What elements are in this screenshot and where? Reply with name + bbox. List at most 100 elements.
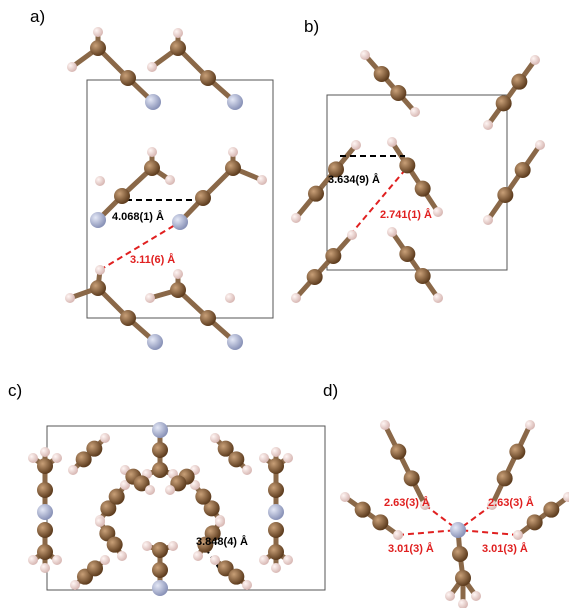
atom xyxy=(228,569,244,585)
atom xyxy=(168,541,178,551)
atom xyxy=(380,420,390,430)
atom xyxy=(170,282,186,298)
atom xyxy=(145,94,161,110)
atom xyxy=(530,55,540,65)
atom xyxy=(307,269,323,285)
atom xyxy=(200,310,216,326)
atom xyxy=(152,542,168,558)
atom xyxy=(227,94,243,110)
atom xyxy=(515,162,531,178)
atom xyxy=(215,517,225,527)
atom xyxy=(165,175,175,185)
atom xyxy=(390,444,406,460)
atom xyxy=(483,215,493,225)
atom xyxy=(308,186,324,202)
atom xyxy=(433,293,443,303)
atom xyxy=(242,465,252,475)
distance-label: 2.63(3) Å xyxy=(488,496,534,509)
atom xyxy=(165,485,175,495)
atom xyxy=(117,551,127,561)
atom xyxy=(65,293,75,303)
atom xyxy=(259,453,269,463)
atom xyxy=(147,147,157,157)
atom xyxy=(90,280,106,296)
atom xyxy=(268,458,284,474)
atom xyxy=(70,580,80,590)
atom xyxy=(87,560,103,576)
atom xyxy=(172,214,188,230)
atom xyxy=(152,580,168,596)
atom xyxy=(95,517,105,527)
atom xyxy=(40,447,50,457)
atom xyxy=(497,470,513,486)
atom xyxy=(393,530,403,540)
atom xyxy=(95,176,105,186)
atom xyxy=(410,107,420,117)
atom xyxy=(458,599,468,608)
atom xyxy=(37,504,53,520)
distance-label: 3.01(3) Å xyxy=(482,542,528,555)
distance-label: 2.741(1) Å xyxy=(380,208,432,221)
atom xyxy=(525,420,535,430)
atom xyxy=(271,563,281,573)
atom xyxy=(68,465,78,475)
atom xyxy=(513,530,523,540)
atom xyxy=(455,570,471,586)
atom xyxy=(225,293,235,303)
atom xyxy=(227,334,243,350)
atom xyxy=(228,147,238,157)
atom xyxy=(144,160,160,176)
atom xyxy=(145,293,155,303)
atom xyxy=(259,555,269,565)
atom xyxy=(325,248,341,264)
atom xyxy=(374,66,390,82)
atom xyxy=(37,458,53,474)
atom xyxy=(452,546,468,562)
atom xyxy=(496,95,512,111)
atom xyxy=(107,537,123,553)
atom xyxy=(152,422,168,438)
atom xyxy=(471,591,481,601)
atom xyxy=(351,140,361,150)
atom xyxy=(114,188,130,204)
atom xyxy=(347,230,357,240)
atom xyxy=(415,181,431,197)
atom xyxy=(173,269,183,279)
atom xyxy=(387,137,397,147)
atom xyxy=(37,482,53,498)
atom xyxy=(90,40,106,56)
atom xyxy=(52,555,62,565)
atom xyxy=(145,485,155,495)
atom xyxy=(40,563,50,573)
contact xyxy=(398,530,458,535)
atom xyxy=(399,246,415,262)
atom xyxy=(268,504,284,520)
atom xyxy=(210,555,220,565)
atom xyxy=(120,70,136,86)
atom xyxy=(283,453,293,463)
atom xyxy=(543,502,559,518)
atom xyxy=(497,187,513,203)
atom xyxy=(483,120,493,130)
atom xyxy=(147,62,157,72)
atom xyxy=(257,175,267,185)
atom xyxy=(210,433,220,443)
panel-label: c) xyxy=(8,381,22,400)
atom xyxy=(147,334,163,350)
figure: a) b) c) d) 4.068(1) Å 3.11(6) Å 3.634(9… xyxy=(0,0,569,608)
atom xyxy=(28,453,38,463)
atom xyxy=(527,514,543,530)
atom xyxy=(86,441,102,457)
atom xyxy=(268,522,284,538)
atom xyxy=(228,451,244,467)
panel-label: b) xyxy=(304,17,319,36)
atom xyxy=(195,489,211,505)
atom xyxy=(95,265,105,275)
atom xyxy=(399,157,415,173)
atom xyxy=(152,562,168,578)
atom xyxy=(142,541,152,551)
atom xyxy=(90,212,106,228)
atom xyxy=(152,442,168,458)
atom xyxy=(52,453,62,463)
atom xyxy=(28,555,38,565)
